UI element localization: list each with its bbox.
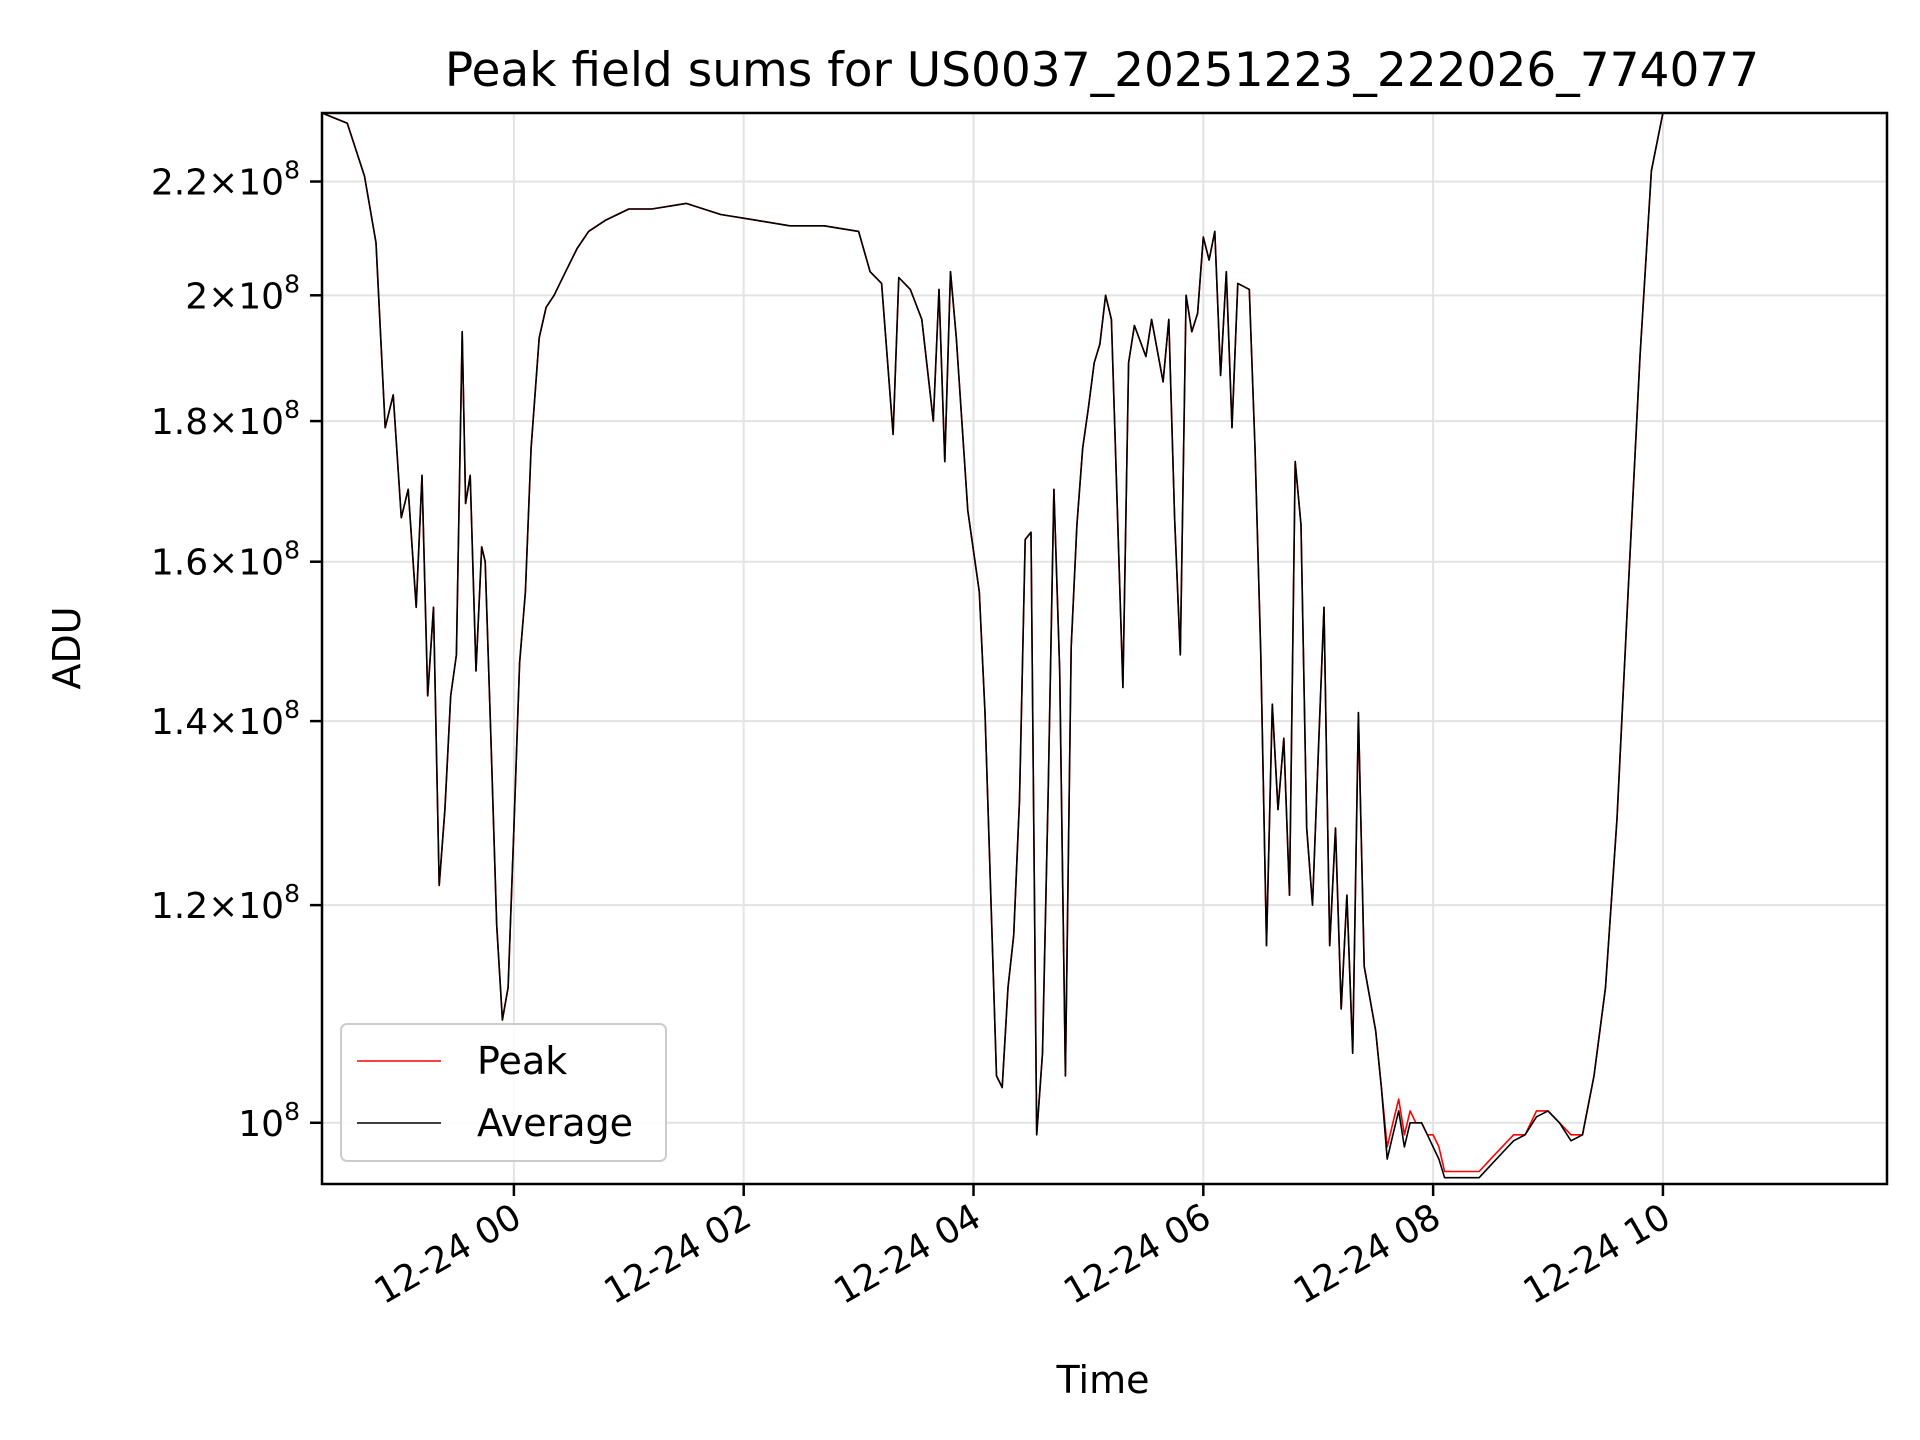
series-line-average: [321, 112, 1664, 1179]
y-tick-label: 1.4×108: [151, 695, 300, 743]
series-layer: [321, 112, 1664, 1179]
y-tick-label: 1.8×108: [151, 395, 300, 443]
legend-label-average: Average: [477, 1101, 633, 1145]
y-tick-label: 1.6×108: [151, 536, 300, 584]
y-tick-label: 1.2×108: [151, 879, 300, 927]
y-tick-label: 108: [238, 1097, 300, 1145]
x-axis-label: Time: [1056, 1358, 1150, 1402]
y-axis-label: ADU: [45, 606, 89, 689]
y-tick-layer: 108 1.2×108 1.4×108 1.6×108 1.8×108 2×108 2.2×…: [151, 156, 322, 1145]
legend-box: [340, 1023, 667, 1162]
plot-frame: [320, 111, 1889, 1186]
legend-label-peak: Peak: [477, 1039, 567, 1083]
y-tick-label: 2.2×108: [151, 156, 300, 204]
chart-title: Peak field sums for US0037_20251223_2220…: [445, 43, 1759, 98]
legend: Peak Average: [340, 1023, 667, 1162]
grid-layer: [322, 113, 1887, 1184]
y-tick-label: 2×108: [185, 269, 300, 317]
